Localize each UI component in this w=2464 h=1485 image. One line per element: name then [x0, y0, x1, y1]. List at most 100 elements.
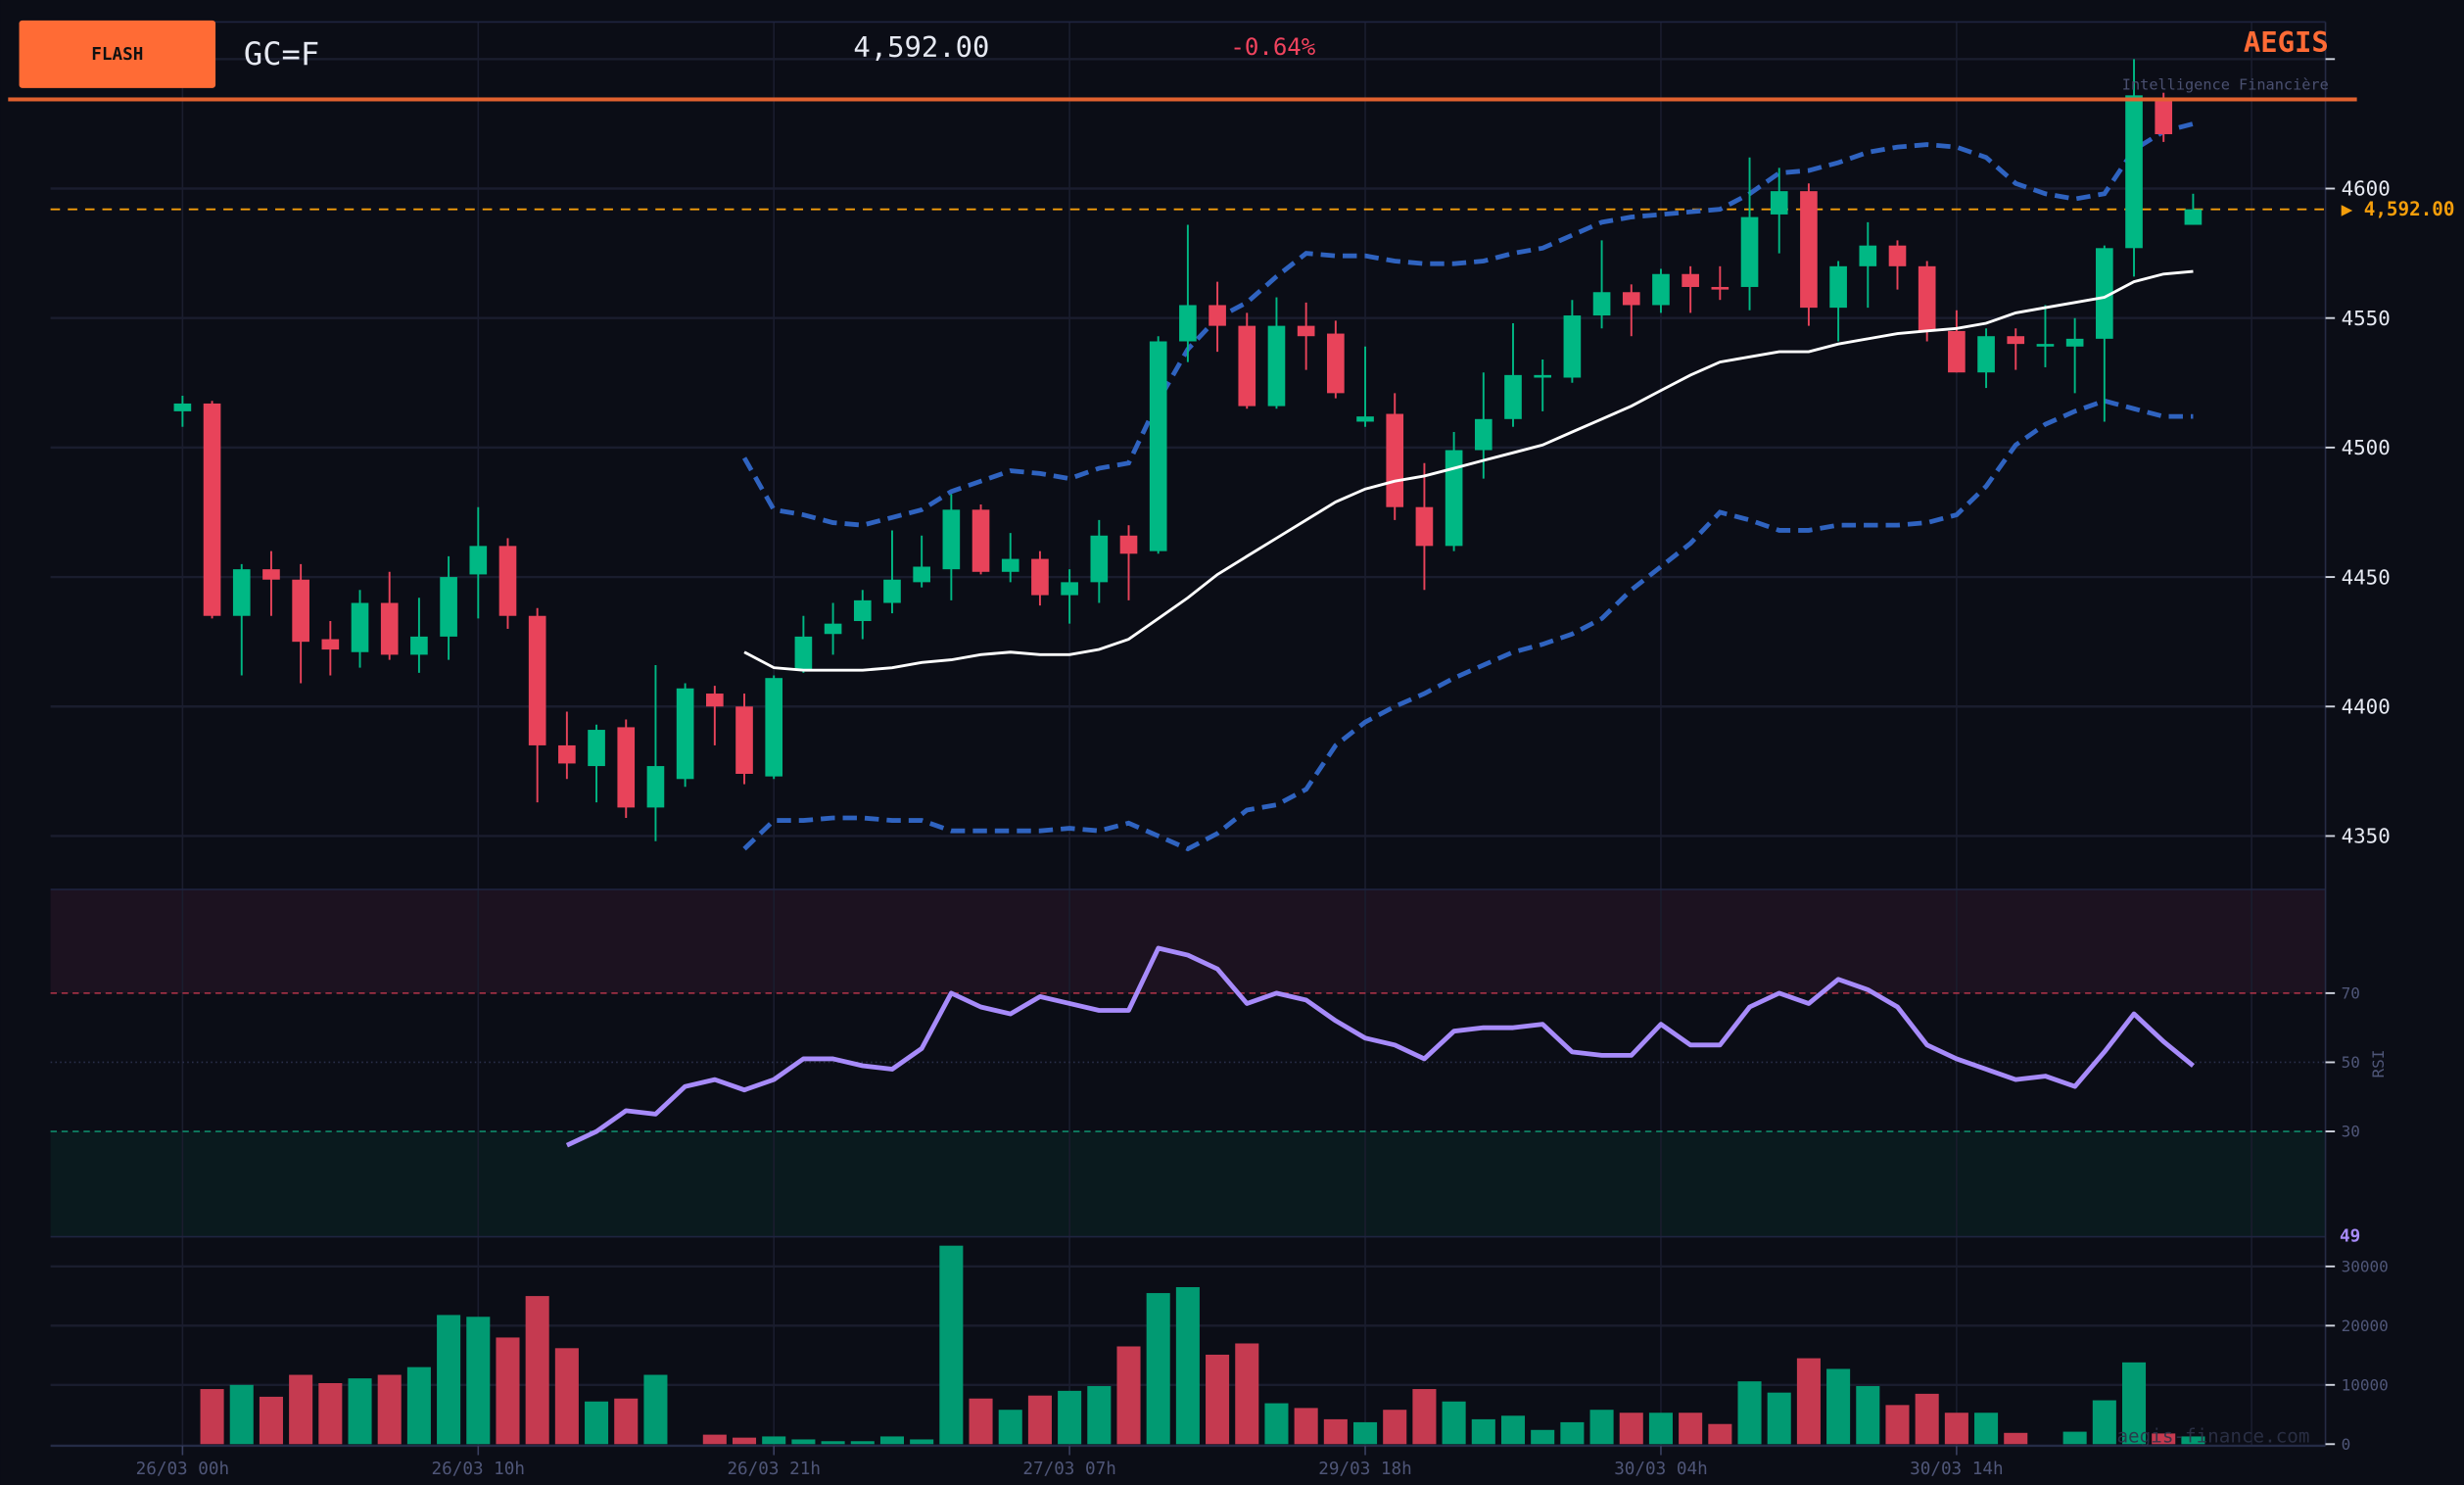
- volume-bar: [2181, 1436, 2205, 1445]
- candle-body: [1356, 416, 1374, 422]
- axes: 26/03 00h 26/03 10h 26/03 21h 27/03 07h 29/0…: [136, 58, 2455, 1479]
- candle-body: [1119, 535, 1138, 554]
- candle-body: [646, 766, 665, 808]
- volume-tick-label: 20000: [2342, 1317, 2389, 1335]
- candle: [1179, 224, 1197, 362]
- volume-bar: [2121, 1362, 2147, 1445]
- volume-bar: [377, 1374, 402, 1445]
- volume-bar: [879, 1436, 905, 1445]
- volume-tick-label: 30000: [2342, 1257, 2389, 1275]
- candle-body: [1888, 245, 1907, 266]
- candle-body: [1622, 292, 1640, 306]
- bollinger-bands: [741, 121, 2195, 852]
- volume-bar: [406, 1366, 431, 1445]
- volume-bar: [1974, 1413, 1999, 1445]
- candle-body: [824, 623, 842, 635]
- price-tick-label: 4350: [2342, 825, 2391, 848]
- volume-bar: [1353, 1421, 1378, 1445]
- candle-body: [2036, 344, 2055, 347]
- candle: [1682, 265, 1699, 313]
- candle: [588, 724, 605, 803]
- candle: [1119, 525, 1138, 600]
- candle: [1297, 302, 1315, 370]
- candle-body: [1386, 413, 1404, 507]
- candle: [380, 571, 399, 660]
- candle: [528, 607, 546, 803]
- candle-body: [942, 509, 961, 570]
- candle: [1711, 265, 1730, 301]
- candle: [1149, 336, 1167, 554]
- volume-bar: [1915, 1393, 1939, 1445]
- candle-body: [292, 579, 309, 643]
- candle-body: [1474, 418, 1493, 451]
- price-tick-label: 4450: [2342, 565, 2391, 589]
- candle: [617, 719, 636, 818]
- volume-bar: [1264, 1403, 1289, 1445]
- candle-body: [440, 577, 457, 637]
- volume-bar: [229, 1384, 254, 1445]
- volume-bar: [1116, 1346, 1141, 1445]
- candle-body: [1504, 374, 1522, 419]
- volume-bar: [289, 1374, 313, 1445]
- candle: [558, 711, 576, 780]
- candle-body: [1740, 216, 1759, 287]
- sma-line: [743, 269, 2194, 672]
- rsi-tick-label: 50: [2342, 1053, 2360, 1072]
- volume-panel: [200, 1245, 2205, 1445]
- candle: [1948, 310, 1966, 373]
- volume-bar: [939, 1245, 964, 1445]
- candle-body: [1592, 292, 1611, 316]
- candle: [1504, 322, 1522, 427]
- candle-body: [1238, 325, 1256, 407]
- candle: [1238, 312, 1256, 409]
- candle-body: [765, 678, 783, 777]
- candle: [351, 590, 369, 668]
- volume-bar: [1796, 1358, 1821, 1445]
- candle-body: [913, 566, 930, 583]
- candle-body: [1267, 325, 1286, 407]
- candle: [1031, 551, 1049, 606]
- candle-body: [1977, 336, 1995, 373]
- candle: [1888, 240, 1907, 290]
- candle-body: [1652, 273, 1670, 306]
- candle-body: [469, 546, 488, 575]
- candle-body: [1800, 191, 1818, 309]
- candle: [1208, 281, 1226, 353]
- candle: [469, 506, 488, 619]
- candle-body: [971, 509, 990, 572]
- volume-bar: [732, 1437, 757, 1445]
- candle: [292, 563, 309, 684]
- price-tick-label: 4600: [2342, 177, 2391, 201]
- price-tick-label: 4400: [2342, 695, 2391, 718]
- volume-bar: [762, 1436, 786, 1445]
- grid: [50, 21, 2326, 1446]
- candle-body: [558, 744, 576, 764]
- candle: [942, 494, 961, 600]
- last-price-label: ▶ 4,592.00: [2342, 198, 2455, 220]
- flash-badge[interactable]: [19, 20, 216, 88]
- candle-body: [1445, 450, 1463, 547]
- volume-bar: [1235, 1343, 1259, 1445]
- candle: [676, 683, 694, 788]
- header: FLASH GC=F 4,592.00 -0.64% AEGIS Intelli…: [8, 20, 2357, 102]
- candle: [1977, 328, 1995, 389]
- candle-body: [2184, 209, 2203, 225]
- volume-bar: [1679, 1413, 1703, 1445]
- candle-body: [1415, 506, 1434, 547]
- candle-body: [203, 403, 221, 616]
- candle-body: [1031, 558, 1049, 596]
- volume-bar: [910, 1439, 934, 1445]
- candle: [646, 664, 665, 841]
- candle: [1859, 221, 1877, 309]
- candle: [1061, 569, 1078, 624]
- candle: [1918, 261, 1936, 342]
- candle-body: [410, 636, 428, 655]
- volume-bar: [1027, 1395, 1052, 1445]
- candle-body: [2065, 338, 2084, 347]
- price-change: -0.64%: [1230, 33, 1315, 61]
- volume-bar: [1767, 1392, 1791, 1445]
- volume-bar: [1383, 1410, 1407, 1445]
- candle: [1652, 268, 1670, 313]
- volume-bar: [554, 1348, 579, 1445]
